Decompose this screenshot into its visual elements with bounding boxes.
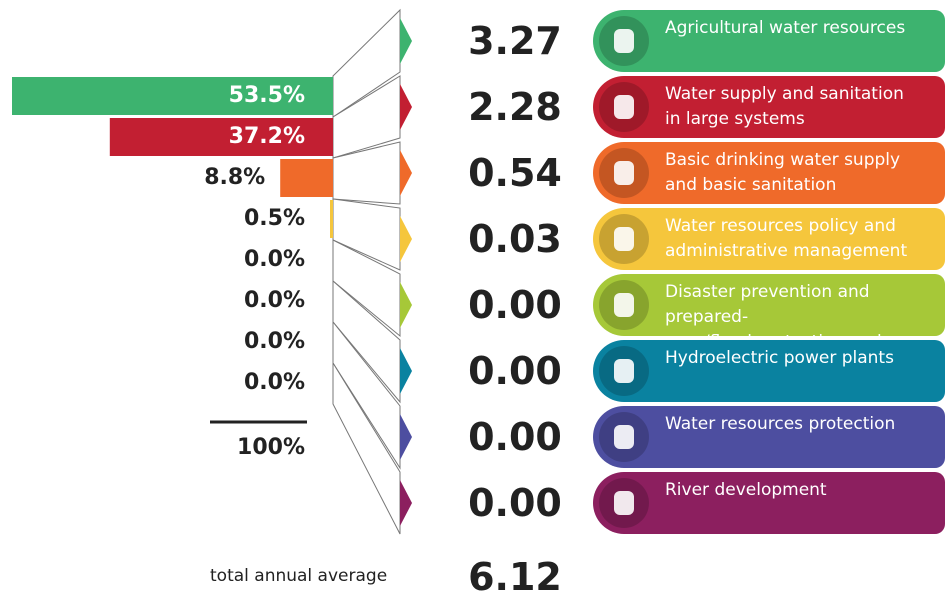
category-label: Agricultural water resources (665, 18, 906, 38)
total-amount: 6.12 (468, 555, 562, 599)
category-icon (599, 280, 649, 330)
amount-label: 0.54 (468, 151, 562, 195)
category-box: Agricultural water resources (593, 10, 945, 72)
funnel-tip (400, 84, 412, 130)
bar (280, 159, 333, 197)
category-icon (599, 478, 649, 528)
category-label: Hydroelectric power plants (665, 348, 894, 368)
category-label: River development (665, 480, 827, 500)
category-label: Water resources policy and administrativ… (665, 216, 908, 261)
funnel-segment (332, 279, 401, 404)
category-label: Water supply and sanitation in large sys… (665, 84, 904, 129)
funnel-tip (400, 282, 412, 328)
amount-label: 0.00 (468, 481, 562, 525)
category-icon (599, 148, 649, 198)
category-box: Basic drinking water supply and basic sa… (593, 142, 945, 204)
category-box: Disaster prevention and prepared- ness/f… (593, 274, 945, 377)
amount-label: 0.00 (468, 283, 562, 327)
category-box: Hydroelectric power plants (593, 340, 945, 402)
percent-label: 0.0% (243, 288, 305, 313)
category-box: Water supply and sanitation in large sys… (593, 76, 945, 138)
amount-label: 2.28 (468, 85, 562, 129)
category-box: Water resources policy and administrativ… (593, 208, 945, 270)
percent-label: 37.2% (228, 124, 305, 149)
category-icon (599, 346, 649, 396)
category-icon (599, 16, 649, 66)
amount-label: 3.27 (468, 19, 562, 63)
category-icon (599, 412, 649, 462)
bar (330, 200, 333, 238)
bar (12, 77, 333, 115)
percent-label: 0.5% (243, 206, 305, 231)
category-label: Basic drinking water supply and basic sa… (665, 150, 901, 195)
funnel-tip (400, 216, 412, 262)
category-box: Water resources protection (593, 406, 945, 468)
category-box: River development (593, 472, 945, 534)
category-icon (599, 214, 649, 264)
funnel-tip (400, 414, 412, 460)
funnel-tip (400, 348, 412, 394)
bar (109, 118, 333, 156)
funnel-tip (400, 480, 412, 526)
funnel-segment (332, 361, 401, 535)
total-caption: total annual average (210, 566, 388, 586)
total-percent: 100% (237, 435, 305, 460)
percent-label: 53.5% (228, 83, 305, 108)
funnel-tip (400, 150, 412, 196)
amount-label: 0.00 (468, 349, 562, 393)
percent-label: 0.0% (243, 247, 305, 272)
percent-label: 0.0% (243, 329, 305, 354)
funnel-segment (332, 320, 401, 470)
category-icon (599, 82, 649, 132)
percent-label: 8.8% (204, 165, 266, 190)
percent-label: 0.0% (243, 370, 305, 395)
funnel-segment (332, 239, 401, 338)
funnel-tip (400, 18, 412, 64)
amount-label: 0.03 (468, 217, 562, 261)
amount-label: 0.00 (468, 415, 562, 459)
category-label: Water resources protection (665, 414, 896, 434)
